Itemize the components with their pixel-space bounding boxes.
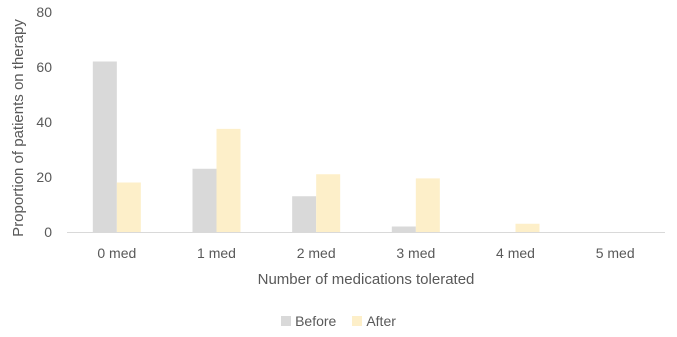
x-tick-label: 3 med (396, 245, 435, 261)
legend-swatch-before (281, 316, 292, 326)
bars (92, 61, 540, 232)
x-tick-label: 0 med (97, 245, 136, 261)
y-tick-label: 0 (44, 224, 52, 240)
legend-item-after: After (352, 313, 396, 329)
bar-before-2-med (292, 196, 317, 232)
bar-after-1-med (216, 128, 241, 232)
y-tick-label: 20 (36, 169, 52, 185)
y-tick-label: 80 (36, 4, 52, 20)
x-tick-label: 1 med (197, 245, 236, 261)
x-tick-label: 4 med (496, 245, 535, 261)
x-tick-label: 2 med (297, 245, 336, 261)
legend-label-after: After (366, 313, 396, 329)
y-tick-label: 60 (36, 59, 52, 75)
bar-after-4-med (515, 223, 540, 232)
bar-before-3-med (391, 226, 416, 232)
x-axis-title: Number of medications tolerated (258, 271, 475, 288)
legend: Before After (0, 313, 677, 329)
x-tick-label: 5 med (596, 245, 635, 261)
y-tick-label: 40 (36, 114, 52, 130)
legend-item-before: Before (281, 313, 336, 329)
y-axis-title: Proportion of patients on therapy (10, 19, 27, 237)
bar-after-3-med (415, 178, 440, 232)
legend-label-before: Before (295, 313, 337, 329)
bar-after-2-med (316, 174, 341, 232)
x-axis-ticks: 0 med 1 med 2 med 3 med 4 med 5 med (97, 245, 634, 261)
bar-after-0-med (116, 182, 141, 232)
bar-before-1-med (192, 168, 217, 232)
legend-swatch-after (352, 316, 363, 326)
bar-before-0-med (92, 61, 117, 232)
y-axis-ticks: 0 20 40 60 80 (36, 4, 52, 240)
